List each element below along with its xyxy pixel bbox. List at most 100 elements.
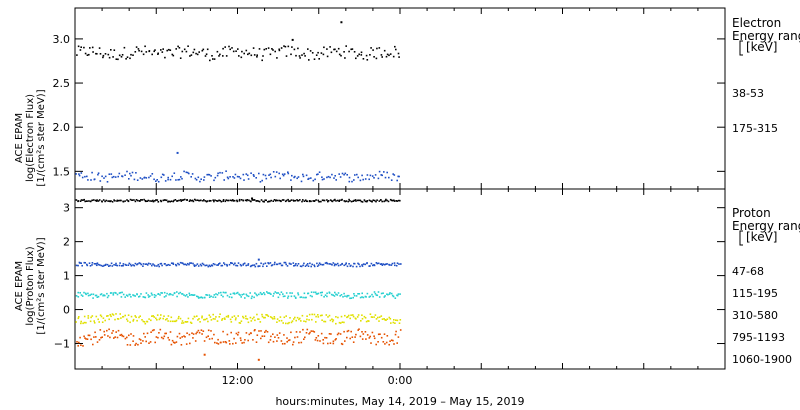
- data-point: [381, 56, 383, 58]
- data-point: [237, 331, 240, 334]
- data-point: [321, 314, 323, 317]
- data-point: [143, 321, 146, 323]
- data-point: [229, 48, 231, 51]
- data-point: [397, 336, 400, 338]
- data-point: [128, 262, 131, 265]
- data-point: [398, 175, 400, 178]
- data-point: [190, 176, 192, 178]
- data-point: [178, 315, 180, 318]
- data-point: [87, 334, 90, 337]
- data-point: [80, 294, 83, 296]
- data-point: [362, 178, 364, 181]
- data-point: [278, 48, 280, 51]
- data-point: [153, 50, 155, 53]
- data-point: [96, 262, 99, 264]
- data-point: [106, 329, 108, 332]
- data-point: [282, 322, 284, 324]
- data-point: [277, 292, 280, 294]
- data-point: [316, 339, 319, 342]
- data-point: [153, 294, 156, 296]
- data-point: [198, 199, 200, 202]
- data-point: [201, 315, 203, 318]
- data-point: [365, 54, 368, 57]
- data-point: [151, 264, 153, 267]
- data-point: [293, 295, 296, 297]
- data-point: [95, 52, 97, 55]
- data-point: [230, 331, 232, 334]
- data-point: [232, 50, 235, 53]
- data-point: [295, 263, 297, 265]
- data-point: [86, 263, 88, 266]
- data-point: [243, 262, 246, 265]
- data-point: [264, 199, 266, 201]
- data-point: [311, 295, 313, 298]
- data-point: [240, 339, 242, 342]
- electron-ytick-label: 2.0: [53, 121, 71, 134]
- proton-ylabel-1: ACE EPAM: [14, 261, 25, 311]
- data-point: [251, 264, 254, 267]
- data-point: [369, 295, 372, 298]
- data-point: [323, 296, 325, 298]
- data-point: [160, 336, 163, 339]
- data-point: [380, 263, 383, 265]
- data-point: [220, 341, 222, 344]
- data-point: [370, 47, 372, 49]
- data-point: [373, 56, 375, 58]
- data-point: [335, 200, 337, 202]
- data-point: [295, 331, 298, 333]
- data-point: [305, 264, 308, 266]
- data-point: [222, 55, 224, 57]
- data-point: [288, 321, 290, 324]
- data-point: [282, 293, 284, 295]
- data-point: [153, 296, 156, 298]
- data-point: [206, 264, 208, 267]
- data-point: [85, 293, 87, 296]
- data-point: [375, 294, 378, 296]
- data-point: [276, 334, 279, 336]
- data-point: [352, 314, 354, 316]
- data-point: [355, 333, 357, 336]
- data-point: [133, 178, 136, 181]
- data-point: [232, 199, 234, 201]
- data-point: [80, 262, 82, 264]
- data-point: [166, 264, 168, 266]
- data-point: [135, 316, 137, 318]
- data-point: [261, 293, 263, 295]
- data-point: [145, 200, 147, 203]
- data-point: [149, 200, 151, 202]
- data-point: [212, 58, 214, 60]
- data-point: [283, 316, 286, 319]
- data-point: [357, 262, 359, 265]
- data-point: [160, 49, 162, 51]
- data-point: [314, 291, 317, 294]
- data-point: [305, 332, 308, 334]
- data-point: [348, 263, 350, 265]
- data-point: [129, 263, 132, 266]
- data-point: [106, 296, 109, 299]
- data-point: [321, 319, 323, 321]
- data-point: [247, 295, 250, 298]
- data-point: [119, 313, 121, 315]
- data-point: [119, 199, 121, 202]
- data-point: [108, 56, 111, 59]
- data-point: [369, 174, 372, 177]
- data-point: [194, 177, 197, 180]
- data-point: [191, 173, 194, 175]
- data-point: [301, 200, 303, 203]
- data-point: [338, 199, 341, 202]
- data-point: [181, 177, 183, 180]
- data-point-outlier: [340, 21, 343, 24]
- data-point: [369, 265, 371, 267]
- electron-series-38-53: [76, 21, 400, 62]
- data-point: [281, 199, 284, 201]
- data-point: [217, 172, 219, 175]
- data-point: [224, 200, 227, 203]
- data-point: [79, 336, 81, 339]
- data-point: [229, 293, 232, 295]
- data-point: [228, 45, 230, 48]
- data-point: [100, 264, 103, 267]
- data-point: [93, 322, 96, 324]
- data-point: [373, 335, 375, 337]
- electron-ytick-label: 3.0: [53, 33, 71, 46]
- data-point: [160, 314, 162, 316]
